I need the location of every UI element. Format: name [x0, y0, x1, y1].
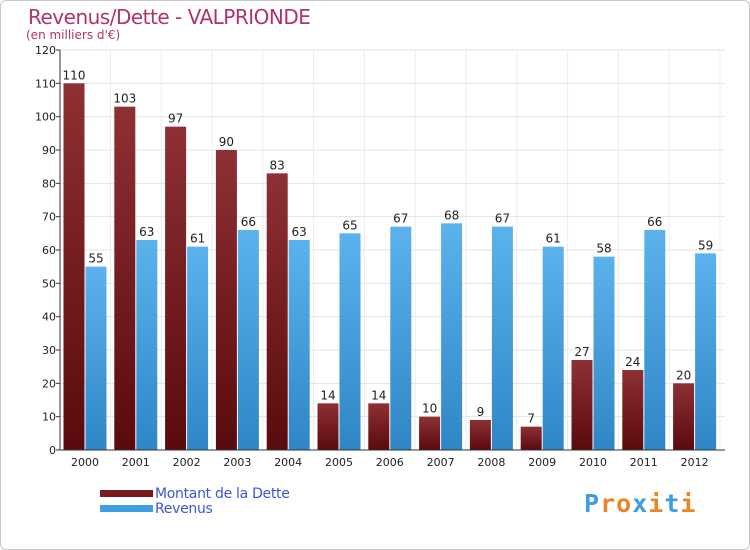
- bar-debt-2004: [266, 173, 288, 451]
- data-label-revenus-2004: 63: [292, 225, 307, 239]
- bar-debt-2006: [368, 403, 390, 450]
- data-label-revenus-2008: 67: [495, 212, 510, 226]
- legend: Montant de la Dette Revenus: [100, 485, 290, 517]
- legend-label-revenus: Revenus: [155, 500, 213, 517]
- data-label-debt-2009: 7: [527, 412, 535, 426]
- data-label-debt-2007: 10: [422, 402, 437, 416]
- data-label-revenus-2001: 63: [139, 225, 154, 239]
- legend-item-debt: Montant de la Dette: [100, 485, 290, 502]
- bar-debt-2007: [419, 416, 441, 450]
- bar-debt-2003: [215, 150, 237, 450]
- axes: 0 10 20 30 40 50 60 70 80 90 100 110 120 2000 2001 2002…: [35, 44, 725, 469]
- y-tick-label: 0: [49, 444, 56, 457]
- bar-debt-2002: [165, 126, 187, 451]
- data-label-revenus-2002: 61: [190, 232, 205, 246]
- legend-swatch-revenus: [100, 505, 153, 512]
- x-tick-label-2010: 2010: [579, 456, 607, 469]
- bar-revenus-2007: [441, 223, 463, 450]
- y-tick-label: 70: [42, 211, 56, 224]
- y-tick-label: 120: [35, 44, 56, 57]
- bar-debt-2000: [63, 83, 85, 450]
- data-label-debt-2010: 27: [574, 345, 589, 359]
- x-tick-label-2006: 2006: [376, 456, 404, 469]
- bar-revenus-2003: [237, 230, 259, 450]
- x-tick-label-2003: 2003: [223, 456, 251, 469]
- logo-letter: x: [632, 489, 649, 518]
- y-tick-label: 60: [42, 244, 56, 257]
- bar-revenus-2008: [491, 226, 513, 450]
- bar-revenus-2002: [187, 246, 209, 450]
- logo-letter: i: [680, 489, 697, 518]
- bar-revenus-2009: [542, 246, 564, 450]
- x-tick-label-2000: 2000: [71, 456, 99, 469]
- bar-revenus-2001: [136, 240, 158, 450]
- chart-subtitle: (en milliers d'€): [26, 28, 121, 42]
- x-tick-label-2011: 2011: [630, 456, 658, 469]
- data-label-debt-2011: 24: [625, 355, 640, 369]
- data-label-revenus-2000: 55: [88, 252, 103, 266]
- data-label-debt-2008: 9: [477, 405, 485, 419]
- logo-letter: i: [648, 489, 665, 518]
- y-tick-label: 50: [42, 277, 56, 290]
- x-tick-label-2004: 2004: [274, 456, 302, 469]
- bar-debt-2005: [317, 403, 339, 450]
- bar-revenus-2000: [85, 266, 107, 450]
- logo-letter: P: [584, 489, 601, 518]
- logo-letter: o: [616, 489, 633, 518]
- y-tick-label: 30: [42, 344, 56, 357]
- data-label-revenus-2003: 66: [241, 215, 256, 229]
- x-tick-label-2002: 2002: [173, 456, 201, 469]
- data-label-debt-2006: 14: [371, 388, 386, 402]
- proxiti-logo: Proxiti: [584, 489, 696, 518]
- bar-revenus-2010: [593, 256, 615, 450]
- bar-revenus-2004: [288, 240, 310, 450]
- data-label-revenus-2012: 59: [698, 238, 713, 252]
- data-label-debt-2004: 83: [270, 158, 285, 172]
- chart-title: Revenus/Dette - VALPRIONDE: [28, 5, 311, 29]
- y-tick-label: 40: [42, 311, 56, 324]
- logo-letter: r: [600, 489, 617, 518]
- legend-swatch-debt: [100, 490, 153, 497]
- logo-letter: t: [664, 489, 681, 518]
- x-tick-label-2009: 2009: [528, 456, 556, 469]
- x-tick-label-2008: 2008: [477, 456, 505, 469]
- bars: [63, 83, 717, 451]
- x-tick-label-2001: 2001: [122, 456, 150, 469]
- data-label-revenus-2011: 66: [647, 215, 662, 229]
- x-tick-label-2007: 2007: [427, 456, 455, 469]
- data-label-debt-2012: 20: [676, 368, 691, 382]
- bar-debt-2008: [469, 420, 491, 450]
- bar-revenus-2005: [339, 233, 361, 450]
- y-tick-label: 90: [42, 144, 56, 157]
- legend-label-debt: Montant de la Dette: [155, 485, 290, 502]
- x-tick-label-2012: 2012: [681, 456, 709, 469]
- bar-revenus-2006: [390, 226, 412, 450]
- bar-debt-2009: [520, 426, 542, 450]
- bar-revenus-2012: [695, 253, 717, 450]
- bar-revenus-2011: [644, 230, 666, 450]
- data-label-revenus-2007: 68: [444, 208, 459, 222]
- legend-item-revenus: Revenus: [100, 500, 290, 517]
- bar-debt-2011: [622, 370, 644, 450]
- y-tick-label: 80: [42, 177, 56, 190]
- y-tick-label: 100: [35, 111, 56, 124]
- data-label-revenus-2009: 61: [546, 232, 561, 246]
- data-label-revenus-2005: 65: [342, 218, 357, 232]
- data-label-debt-2003: 90: [219, 135, 234, 149]
- data-label-debt-2005: 14: [320, 388, 335, 402]
- data-label-revenus-2010: 58: [596, 242, 611, 256]
- x-tick-label-2005: 2005: [325, 456, 353, 469]
- data-labels: 110 55 103 63 97 61 90 66 83 63 14 65 14 67 10 68 9 67 7 61…: [63, 68, 714, 425]
- bar-debt-2010: [571, 360, 593, 450]
- bar-debt-2001: [114, 106, 136, 451]
- data-label-debt-2000: 110: [63, 68, 86, 82]
- data-label-debt-2002: 97: [168, 112, 183, 126]
- y-tick-label: 10: [42, 411, 56, 424]
- data-label-revenus-2006: 67: [393, 212, 408, 226]
- y-tick-label: 110: [35, 77, 56, 90]
- bar-debt-2012: [673, 383, 695, 450]
- y-tick-label: 20: [42, 377, 56, 390]
- data-label-debt-2001: 103: [113, 92, 136, 106]
